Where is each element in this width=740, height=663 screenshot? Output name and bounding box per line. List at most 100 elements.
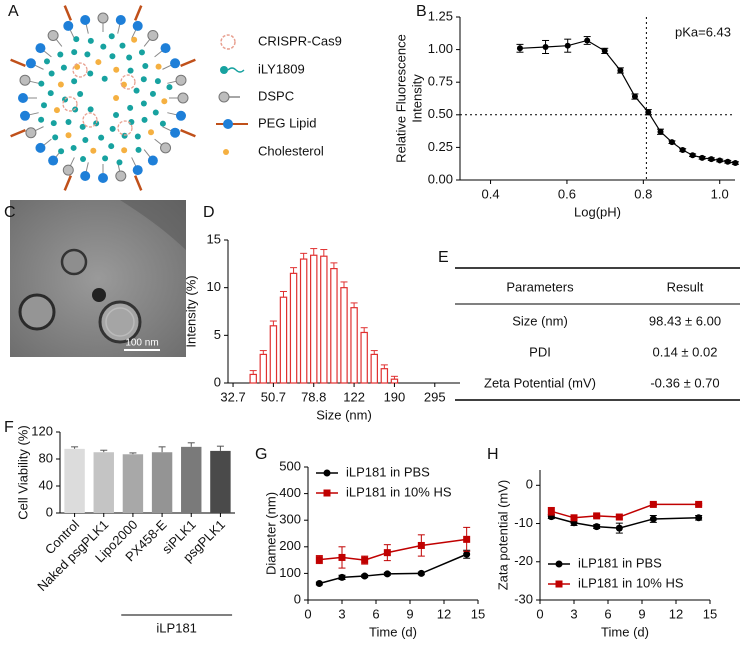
lipid-head bbox=[97, 12, 109, 24]
lipid-head bbox=[25, 127, 37, 139]
data-point bbox=[463, 550, 471, 558]
ionizable-lipid bbox=[79, 123, 86, 130]
ionizable-lipid bbox=[108, 143, 115, 150]
ionizable-lipid bbox=[116, 159, 123, 166]
series-line bbox=[319, 538, 467, 561]
ionizable-lipid bbox=[52, 134, 59, 141]
ionizable-lipid bbox=[38, 116, 45, 123]
lipid-head bbox=[175, 110, 186, 121]
ionizable-lipid bbox=[98, 134, 105, 141]
series-line bbox=[551, 515, 699, 529]
lipid-head bbox=[132, 165, 143, 176]
peg-chain bbox=[180, 58, 196, 68]
x-tick-label: 122 bbox=[343, 389, 365, 404]
bar bbox=[64, 448, 85, 513]
ionizable-lipid bbox=[47, 90, 54, 97]
y-tick-label: 0.75 bbox=[428, 74, 453, 89]
ionizable-lipid bbox=[119, 42, 126, 49]
ionizable-lipid bbox=[127, 67, 134, 74]
error-bar bbox=[158, 446, 166, 453]
panel-letter: D bbox=[203, 204, 215, 221]
bar bbox=[380, 368, 389, 384]
legend-text: Cholesterol bbox=[258, 143, 324, 158]
ionizable-lipid bbox=[82, 137, 89, 144]
data-point bbox=[315, 556, 323, 564]
bar bbox=[269, 325, 278, 384]
data-point bbox=[383, 549, 391, 557]
data-point bbox=[593, 523, 601, 531]
error-bar bbox=[300, 252, 308, 260]
peg-chain bbox=[180, 128, 196, 138]
ionizable-lipid bbox=[71, 49, 78, 56]
y-tick-label: 100 bbox=[279, 565, 301, 580]
data-point bbox=[617, 67, 624, 74]
ionizable-lipid bbox=[95, 59, 102, 66]
lipid-head bbox=[80, 170, 91, 181]
x-axis-label: Log(pH) bbox=[574, 204, 621, 219]
ionizable-lipid bbox=[134, 133, 141, 140]
x-tick-label: 0.8 bbox=[634, 186, 652, 201]
table-cell: Zeta Potential (mV) bbox=[484, 375, 596, 390]
ionizable-lipid bbox=[141, 116, 148, 123]
x-axis-label: Time (d) bbox=[369, 624, 417, 639]
lnp-schematic bbox=[10, 5, 196, 191]
cas9 bbox=[72, 62, 88, 78]
data-point bbox=[695, 500, 703, 508]
bar bbox=[350, 307, 358, 384]
x-tick-label: 6 bbox=[372, 606, 379, 621]
ionizable-lipid bbox=[155, 63, 162, 70]
y-tick-label: 5 bbox=[214, 327, 221, 342]
legend-label: iLP181 in 10% HS bbox=[346, 484, 452, 499]
legend-marker bbox=[555, 560, 563, 568]
data-point bbox=[417, 569, 425, 577]
ionizable-lipid bbox=[152, 109, 159, 116]
data-point bbox=[724, 158, 731, 165]
ionizable-lipid bbox=[126, 54, 133, 61]
legend-marker bbox=[323, 489, 331, 497]
ionizable-lipid bbox=[90, 147, 97, 154]
data-point bbox=[564, 42, 571, 49]
y-tick-label: 0 bbox=[214, 374, 221, 389]
lipid-head bbox=[170, 127, 181, 138]
ionizable-lipid bbox=[113, 95, 120, 101]
y-tick-label: -10 bbox=[514, 515, 533, 530]
data-point bbox=[383, 570, 391, 578]
data-point bbox=[657, 128, 664, 135]
tem-particle-inner bbox=[105, 307, 135, 337]
peg-chain bbox=[63, 5, 73, 21]
ionizable-lipid bbox=[148, 129, 155, 136]
ionizable-lipid bbox=[71, 78, 78, 85]
lipid-head bbox=[160, 43, 171, 54]
data-point bbox=[417, 541, 425, 549]
x-axis-label: Time (d) bbox=[601, 624, 649, 639]
ionizable-lipid bbox=[65, 118, 72, 125]
error-bar bbox=[129, 452, 137, 455]
error-bar bbox=[187, 442, 195, 447]
ionizable-lipid bbox=[121, 132, 128, 139]
y-tick-label: 0 bbox=[526, 477, 533, 492]
icon-ily-tail bbox=[227, 67, 245, 73]
tem-particle bbox=[92, 288, 106, 302]
table-cell: Size (nm) bbox=[512, 313, 568, 328]
lipid-head bbox=[35, 43, 46, 54]
error-bar bbox=[340, 281, 348, 288]
error-bar bbox=[370, 350, 378, 355]
ionizable-lipid bbox=[131, 36, 138, 43]
ionizable-lipid bbox=[87, 106, 94, 113]
lipid-head bbox=[98, 173, 108, 183]
error-bar bbox=[290, 267, 298, 274]
ionizable-lipid bbox=[166, 84, 173, 91]
data-point bbox=[361, 572, 369, 580]
legend-label: iLP181 in PBS bbox=[346, 464, 430, 479]
x-tick-label: 1.0 bbox=[711, 186, 729, 201]
ionizable-lipid bbox=[133, 87, 140, 94]
peg-chain bbox=[10, 58, 26, 68]
y-tick-label: 400 bbox=[279, 485, 301, 500]
bar bbox=[279, 296, 288, 384]
y-tick-label: 0 bbox=[294, 591, 301, 606]
tem-film-edge bbox=[120, 200, 186, 250]
ionizable-lipid bbox=[48, 70, 55, 77]
y-axis-label: Zata potential (mV) bbox=[495, 480, 510, 591]
x-tick-label: 12 bbox=[669, 606, 683, 621]
ionizable-lipid bbox=[121, 147, 128, 154]
